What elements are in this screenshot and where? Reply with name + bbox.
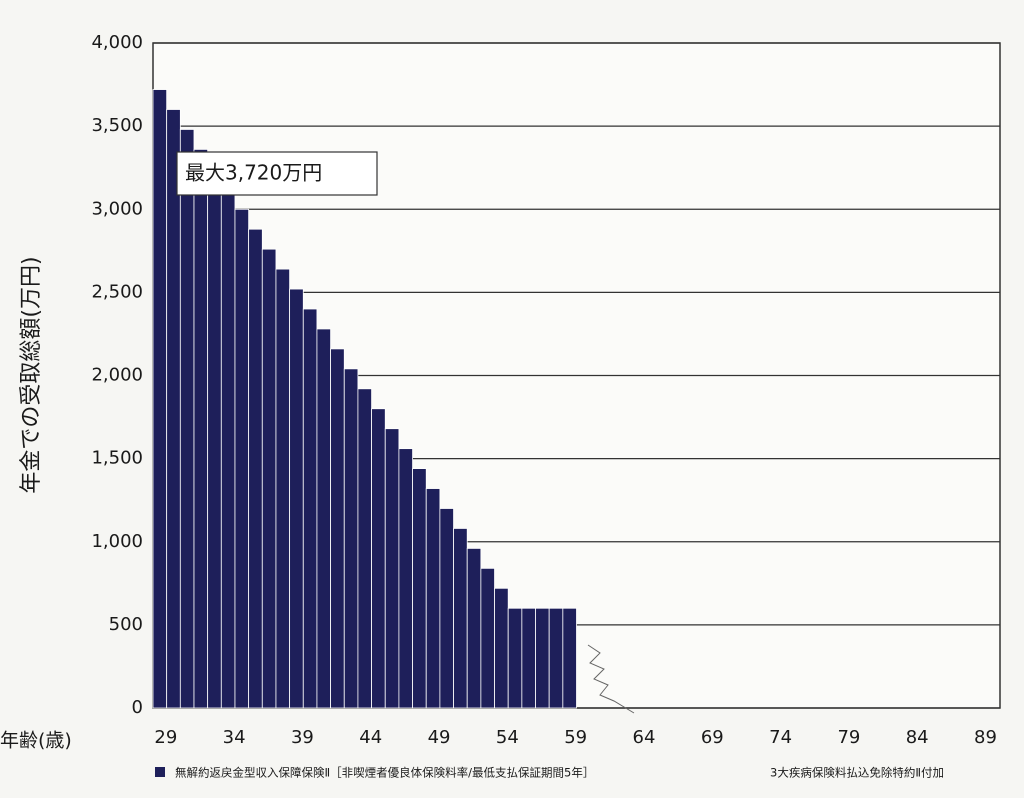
bar (289, 288, 304, 709)
bar (166, 109, 181, 709)
bar (302, 308, 318, 709)
bar (398, 448, 413, 709)
bar (179, 129, 195, 709)
x-tick-label: 39 (291, 727, 314, 748)
x-tick-label: 84 (906, 727, 929, 748)
bar (152, 89, 168, 709)
bar (330, 348, 345, 709)
y-tick-label: 2,000 (91, 365, 143, 386)
y-tick-label: 1,500 (91, 448, 143, 469)
bar (384, 428, 400, 709)
x-tick-label: 64 (633, 727, 656, 748)
bar (466, 548, 482, 709)
bar (357, 388, 372, 709)
y-tick-label: 4,000 (91, 32, 143, 53)
x-tick-label: 74 (769, 727, 792, 748)
bar (220, 188, 236, 709)
bar (275, 268, 291, 709)
legend-label: 無解約返戻金型収入保障保険Ⅱ［非喫煙者優良体保険料率/最低支払保証期間5年］ (175, 766, 594, 780)
bar (248, 228, 263, 709)
bar (480, 567, 495, 709)
bar (425, 488, 441, 709)
bar (494, 587, 509, 709)
bar (535, 607, 550, 709)
bar (193, 148, 209, 709)
y-tick-label: 2,500 (91, 281, 143, 302)
squiggle (587, 644, 635, 714)
y-tick-label: 1,000 (91, 531, 143, 552)
bar (562, 607, 577, 709)
y-axis-label: 年金での受取総額(万円) (19, 256, 44, 493)
bar (548, 607, 564, 709)
y-tick-label: 500 (109, 614, 143, 635)
y-tick-label: 0 (132, 697, 143, 718)
bar (261, 248, 277, 709)
bar (371, 408, 386, 709)
y-tick-label: 3,500 (91, 115, 143, 136)
annotation-box (176, 151, 378, 196)
bar (507, 607, 523, 709)
x-tick-label: 34 (223, 727, 246, 748)
y-tick-label: 3,000 (91, 198, 143, 219)
x-axis-label: 年齢(歳) (0, 730, 72, 752)
bar (316, 328, 331, 709)
bar (207, 168, 222, 709)
x-tick-label: 44 (359, 727, 382, 748)
bar (521, 607, 536, 709)
note: 3大疾病保険料払込免除特約Ⅱ付加 (770, 766, 944, 780)
x-tick-label: 59 (564, 727, 587, 748)
bar (439, 508, 454, 709)
x-tick-label: 49 (428, 727, 451, 748)
x-tick-label: 89 (974, 727, 997, 748)
bar (412, 468, 427, 709)
legend-swatch (155, 767, 165, 777)
bar (343, 368, 359, 709)
annotation: 最大3,720万円 (185, 161, 322, 185)
bar (234, 208, 250, 709)
bar (453, 528, 468, 709)
x-tick-label: 79 (837, 727, 860, 748)
x-tick-label: 69 (701, 727, 724, 748)
x-tick-label: 54 (496, 727, 519, 748)
x-tick-label: 29 (154, 727, 177, 748)
